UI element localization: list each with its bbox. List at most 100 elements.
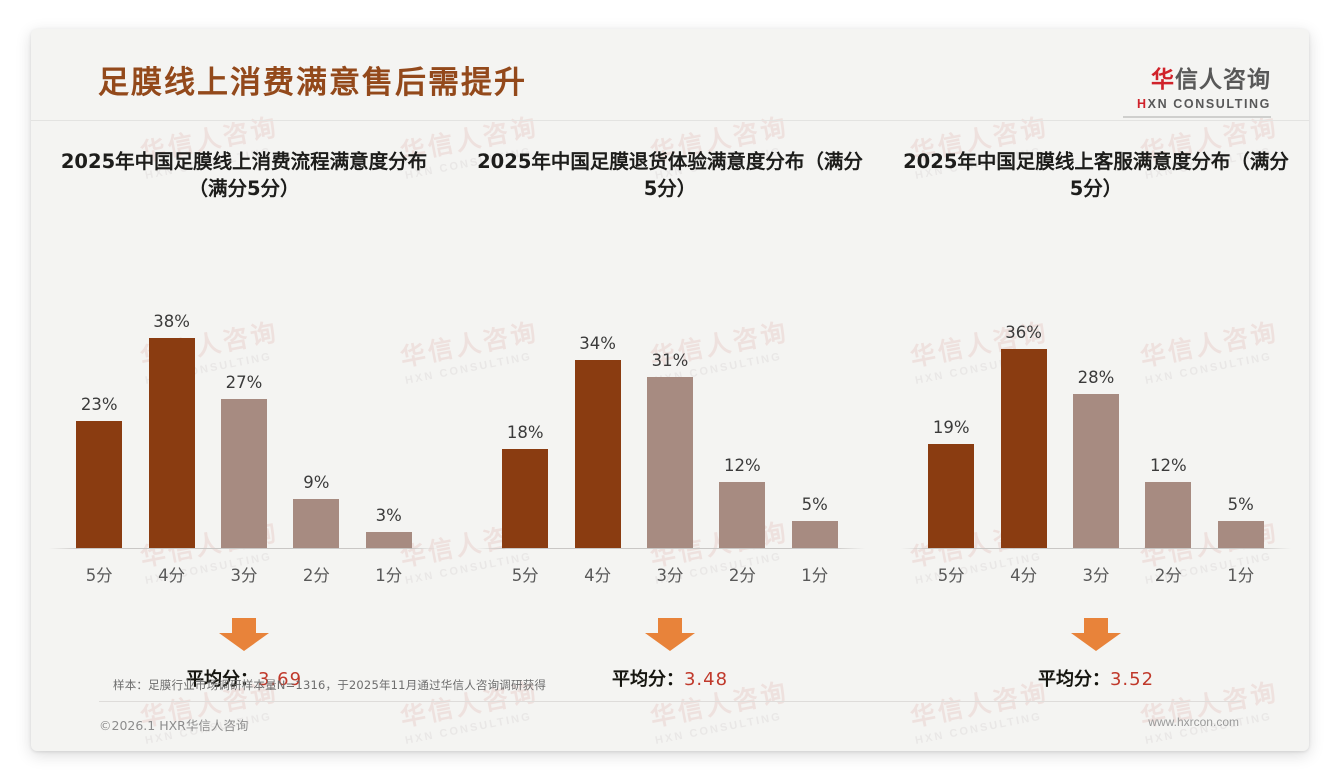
x-axis-tick-label: 1分 <box>375 566 403 585</box>
bar[interactable] <box>1000 349 1047 549</box>
bar-value-label: 18% <box>506 423 544 442</box>
average-score-block: 平均分：3.48 <box>471 618 869 691</box>
x-axis-tick-label: 1分 <box>1227 566 1255 585</box>
bar-slot: 12% <box>1134 281 1203 549</box>
x-axis-tick-label: 2分 <box>728 566 756 585</box>
bar-value-label: 12% <box>724 456 761 475</box>
logo-underline <box>1123 116 1271 118</box>
slide-canvas: 华信人咨询 HXN CONSULTING 华信人咨询 HXN CONSULTING 华信… <box>31 29 1309 751</box>
x-axis-tick-label: 4分 <box>584 566 612 585</box>
slide-footer: ©2026.1 HXR华信人咨询 www.hxrcon.com <box>31 715 1309 737</box>
footer-copyright: ©2026.1 HXR华信人咨询 <box>99 718 249 733</box>
logo-en-accent-char: H <box>1137 97 1148 111</box>
down-arrow-icon <box>216 618 272 651</box>
bar-slot: 27% <box>210 281 279 549</box>
logo-en-rest: XN CONSULTING <box>1147 97 1271 111</box>
bar-slot: 18% <box>491 281 560 549</box>
bar[interactable] <box>76 421 123 549</box>
chart-panel-2: 2025年中国足膜退货体验满意度分布（满分5分） 18% 34% 31% 12% 5% 5分… <box>457 149 883 691</box>
chart-title: 2025年中国足膜线上客服满意度分布（满分5分） <box>903 150 1289 200</box>
bar[interactable] <box>1145 482 1192 549</box>
bar[interactable] <box>220 399 267 549</box>
bar-group: 19% 36% 28% 12% 5% <box>915 281 1277 549</box>
bar[interactable] <box>928 444 975 549</box>
source-note: 样本：足膜行业市场调研样本量N=1316，于2025年11月通过华信人咨询调研获… <box>113 678 547 692</box>
company-logo: 华信人咨询 HXN CONSULTING <box>1123 60 1271 118</box>
bar[interactable] <box>646 377 693 549</box>
bar-value-label: 27% <box>225 373 263 392</box>
bar-value-label: 38% <box>153 312 190 331</box>
x-axis-tick-label: 4分 <box>158 566 186 585</box>
average-score-value: 3.69 <box>257 669 303 690</box>
bar[interactable] <box>719 482 766 549</box>
average-score-text: 平均分：3.52 <box>897 665 1295 691</box>
logo-chinese-text: 华信人咨询 <box>1123 60 1271 94</box>
bar[interactable] <box>365 532 412 549</box>
x-axis-tick-label: 5分 <box>85 566 113 585</box>
bar-value-label: 31% <box>651 351 689 370</box>
x-axis-tick-label: 5分 <box>937 566 965 585</box>
bar[interactable] <box>1217 521 1264 549</box>
bar[interactable] <box>574 360 621 549</box>
average-score-value: 3.48 <box>683 669 729 690</box>
bar-value-label: 34% <box>579 334 616 353</box>
x-axis-tick-label: 1分 <box>801 566 829 585</box>
average-score-block: 平均分：3.69 <box>45 618 443 691</box>
bar-slot: 5% <box>780 281 849 549</box>
bar-value-label: 23% <box>80 395 118 414</box>
bar-chart-plot: 19% 36% 28% 12% 5% <box>901 281 1291 549</box>
bar-value-label: 3% <box>375 506 402 525</box>
average-score-text: 平均分：3.69 <box>45 665 443 691</box>
chart-panel-1: 2025年中国足膜线上消费流程满意度分布（满分5分） 23% 38% 27% 9% 3% 5… <box>31 149 457 691</box>
bar[interactable] <box>293 499 340 549</box>
source-divider <box>99 701 1241 702</box>
x-axis-tick-label: 4分 <box>1010 566 1038 585</box>
bar-value-label: 19% <box>932 418 970 437</box>
average-score-label: 平均分： <box>611 669 684 690</box>
down-arrow-icon <box>1068 618 1124 651</box>
bar-slot: 36% <box>989 281 1058 549</box>
bar-slot: 12% <box>708 281 777 549</box>
x-axis-tick-label: 2分 <box>302 566 330 585</box>
chart-title: 2025年中国足膜线上消费流程满意度分布（满分5分） <box>60 150 428 200</box>
bar[interactable] <box>791 521 838 549</box>
x-axis-line <box>475 548 865 549</box>
average-score-value: 3.52 <box>1109 669 1155 690</box>
x-axis-labels: 5分 4分 3分 2分 1分 <box>489 549 851 586</box>
bar[interactable] <box>148 338 195 549</box>
bar-chart-plot: 23% 38% 27% 9% 3% <box>49 281 439 549</box>
bar-value-label: 36% <box>1005 323 1042 342</box>
x-axis-labels: 5分 4分 3分 2分 1分 <box>63 549 425 586</box>
bar-value-label: 12% <box>1150 456 1187 475</box>
chart-panel-3: 2025年中国足膜线上客服满意度分布（满分5分） 19% 36% 28% 12% 5% 5分… <box>883 149 1309 691</box>
average-score-text: 平均分：3.48 <box>471 665 869 691</box>
footer-website[interactable]: www.hxrcon.com <box>1148 715 1239 729</box>
bar-slot: 19% <box>917 281 986 549</box>
logo-english-text: HXN CONSULTING <box>1123 97 1271 111</box>
page-title: 足膜线上消费满意售后需提升 <box>98 65 527 101</box>
bar-slot: 38% <box>137 281 206 549</box>
bar-group: 23% 38% 27% 9% 3% <box>63 281 425 549</box>
bar-slot: 23% <box>65 281 134 549</box>
down-arrow-icon <box>642 618 698 651</box>
average-score-block: 平均分：3.52 <box>897 618 1295 691</box>
x-axis-line <box>49 548 439 549</box>
average-score-label: 平均分： <box>1037 669 1110 690</box>
x-axis-tick-label: 3分 <box>656 566 684 585</box>
bar-slot: 5% <box>1206 281 1275 549</box>
bar-slot: 3% <box>354 281 423 549</box>
bar-value-label: 5% <box>801 495 828 514</box>
bar-slot: 9% <box>282 281 351 549</box>
bar-chart-plot: 18% 34% 31% 12% 5% <box>475 281 865 549</box>
x-axis-tick-label: 3分 <box>1082 566 1110 585</box>
header-divider <box>31 120 1309 121</box>
x-axis-tick-label: 3分 <box>230 566 258 585</box>
bar-value-label: 28% <box>1077 368 1115 387</box>
x-axis-line <box>901 548 1291 549</box>
bar-value-label: 9% <box>303 473 330 492</box>
bar[interactable] <box>502 449 549 549</box>
slide-header: 足膜线上消费满意售后需提升 华信人咨询 HXN CONSULTING <box>31 29 1309 121</box>
logo-cn-rest: 信人咨询 <box>1175 67 1271 93</box>
bar[interactable] <box>1072 394 1119 549</box>
x-axis-labels: 5分 4分 3分 2分 1分 <box>915 549 1277 586</box>
